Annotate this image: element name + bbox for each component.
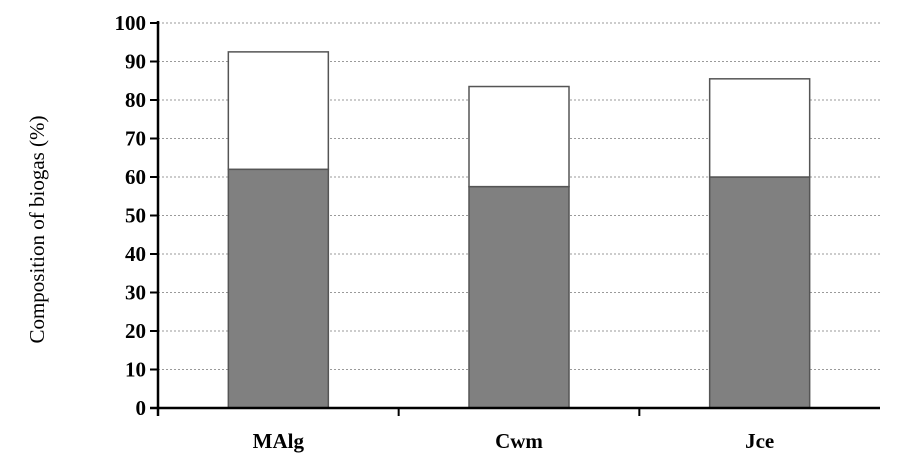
y-tick-label-70: 70	[125, 127, 146, 151]
x-tick-label-jce: Jce	[745, 429, 774, 453]
axes	[150, 21, 880, 416]
x-tick-label-malg: MAlg	[253, 429, 305, 453]
y-tick-label-0: 0	[136, 396, 147, 420]
y-tick-label-80: 80	[125, 88, 146, 112]
y-tick-label-40: 40	[125, 242, 146, 266]
y-tick-label-60: 60	[125, 165, 146, 189]
y-tick-label-30: 30	[125, 281, 146, 305]
y-tick-label-50: 50	[125, 204, 146, 228]
tick-labels: 0 10 20 30 40 50 60 70 80 90 100 MAlg Cwm Jce	[115, 11, 775, 453]
y-tick-label-100: 100	[115, 11, 147, 35]
y-tick-label-20: 20	[125, 319, 146, 343]
y-tick-label-10: 10	[125, 358, 146, 382]
bar-cwm-segment-2	[468, 85, 570, 188]
bar-jce-segment-1	[708, 176, 811, 409]
bar-jce-segment-2	[708, 78, 811, 178]
bar-malg-segment-2	[227, 51, 330, 171]
y-tick-label-90: 90	[125, 50, 146, 74]
y-axis-title: Composition of biogas (%)	[25, 115, 49, 343]
bar-cwm-segment-1	[468, 185, 570, 409]
x-tick-label-cwm: Cwm	[495, 429, 543, 453]
bars	[227, 51, 811, 409]
bar-malg-segment-1	[227, 168, 330, 409]
